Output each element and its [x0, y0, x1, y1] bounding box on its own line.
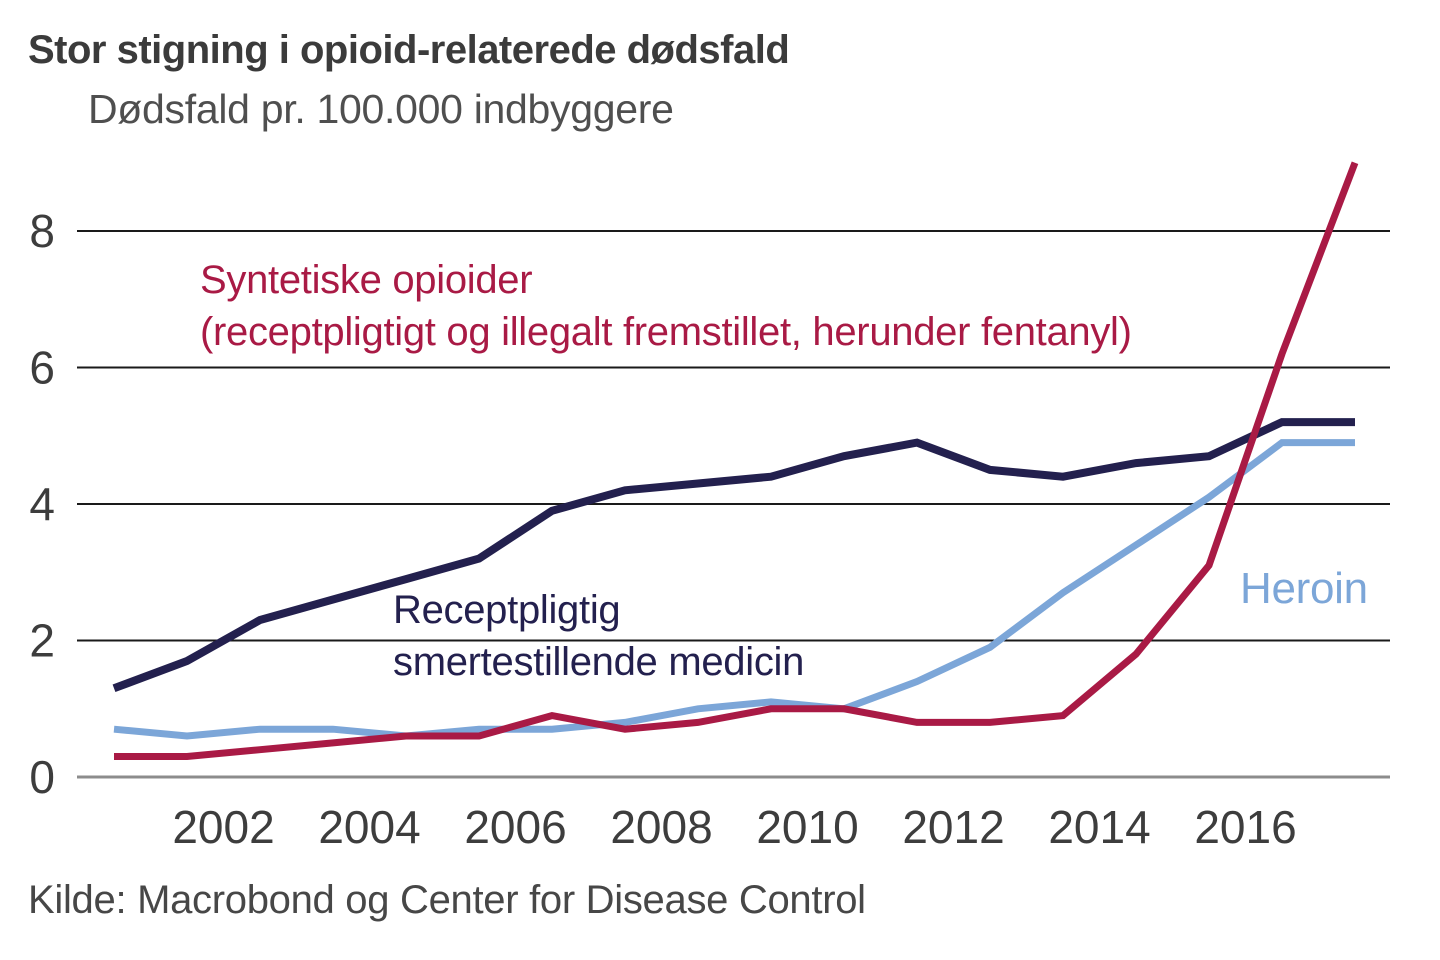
y-tick-label: 0 [29, 751, 55, 803]
annotation-synthetic: Syntetiske opioider (receptpligtigt og i… [200, 254, 1132, 358]
y-tick-label: 6 [29, 342, 55, 394]
annotation-prescription-line2: smertestillende medicin [393, 640, 805, 684]
x-tick-label: 2006 [464, 801, 566, 853]
line-heroin [113, 439, 1355, 740]
source-note: Kilde: Macrobond og Center for Disease C… [28, 878, 866, 922]
annotation-synthetic-line1: Syntetiske opioider [200, 258, 533, 302]
annotation-prescription-line1: Receptpligtig [393, 588, 621, 632]
x-tick-label: 2010 [756, 801, 858, 853]
chart-subtitle: Dødsfald pr. 100.000 indbyggere [88, 86, 674, 132]
x-tick-label: 2012 [902, 801, 1004, 853]
chart-title: Stor stigning i opioid-relaterede dødsfa… [28, 28, 790, 72]
x-tick-label: 2004 [318, 801, 420, 853]
annotation-prescription: Receptpligtig smertestillende medicin [393, 584, 804, 688]
x-tick-label: 2002 [172, 801, 274, 853]
line-synthetic [114, 161, 1359, 760]
x-tick-label: 2008 [610, 801, 712, 853]
x-tick-label: 2016 [1194, 801, 1296, 853]
line-prescription [112, 418, 1355, 693]
y-tick-label: 2 [29, 615, 55, 667]
y-tick-label: 8 [29, 205, 55, 257]
annotation-heroin: Heroin [1240, 564, 1368, 613]
x-tick-label: 2014 [1048, 801, 1150, 853]
annotation-synthetic-line2: (receptpligtigt og illegalt fremstillet,… [200, 310, 1132, 354]
y-tick-label: 4 [29, 478, 55, 530]
